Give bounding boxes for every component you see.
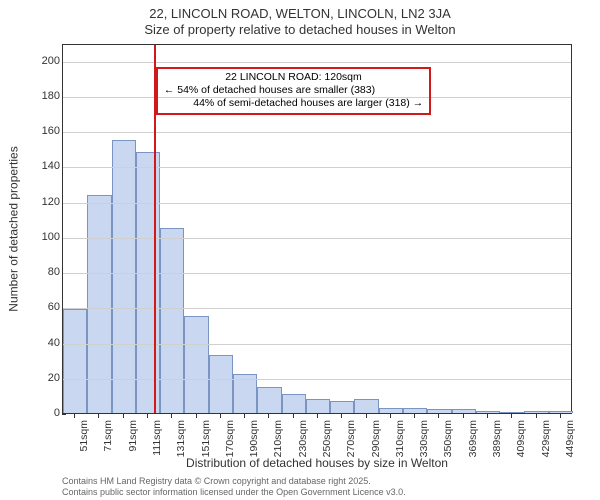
x-tick-mark: [487, 414, 488, 418]
x-tick-mark: [171, 414, 172, 418]
y-tick-label: 0: [30, 407, 60, 419]
x-tick-label: 51sqm: [78, 420, 90, 452]
y-tick-label: 80: [30, 266, 60, 278]
footer-line-2: Contains public sector information licen…: [62, 487, 406, 497]
x-tick-label: 389sqm: [491, 420, 503, 457]
gridline: [63, 344, 571, 345]
histogram-bar: [184, 316, 208, 413]
x-tick-mark: [98, 414, 99, 418]
histogram-bar: [63, 309, 87, 413]
y-tick-label: 200: [30, 55, 60, 67]
x-tick-label: 330sqm: [418, 420, 430, 457]
histogram-bar: [306, 399, 330, 413]
x-tick-label: 210sqm: [272, 420, 284, 457]
y-tick-label: 180: [30, 90, 60, 102]
histogram-bar: [452, 409, 476, 413]
annotation-line-2: ← 54% of detached houses are smaller (38…: [164, 84, 423, 97]
x-tick-mark: [268, 414, 269, 418]
y-axis-label: Number of detached properties: [6, 44, 22, 414]
plot-area: 22 LINCOLN ROAD: 120sqm← 54% of detached…: [62, 44, 572, 414]
x-tick-mark: [366, 414, 367, 418]
histogram-bar: [500, 412, 524, 413]
x-tick-mark: [123, 414, 124, 418]
x-tick-mark: [147, 414, 148, 418]
x-tick-mark: [390, 414, 391, 418]
x-tick-mark: [293, 414, 294, 418]
histogram-bar: [136, 152, 160, 413]
x-tick-mark: [414, 414, 415, 418]
x-tick-label: 230sqm: [297, 420, 309, 457]
x-tick-mark: [74, 414, 75, 418]
y-tick-label: 160: [30, 125, 60, 137]
gridline: [63, 167, 571, 168]
x-tick-label: 131sqm: [175, 420, 187, 457]
histogram-bar: [524, 411, 548, 413]
x-tick-mark: [536, 414, 537, 418]
x-tick-label: 290sqm: [370, 420, 382, 457]
x-tick-mark: [511, 414, 512, 418]
x-tick-mark: [244, 414, 245, 418]
x-tick-mark: [220, 414, 221, 418]
title-line-2: Size of property relative to detached ho…: [0, 22, 600, 38]
histogram-bar: [209, 355, 233, 413]
x-tick-label: 369sqm: [467, 420, 479, 457]
x-tick-mark: [317, 414, 318, 418]
x-tick-label: 91sqm: [127, 420, 139, 452]
histogram-bar: [233, 374, 257, 413]
gridline: [63, 203, 571, 204]
y-tick-label: 140: [30, 160, 60, 172]
annotation-box: 22 LINCOLN ROAD: 120sqm← 54% of detached…: [156, 67, 431, 114]
x-tick-label: 270sqm: [345, 420, 357, 457]
x-tick-label: 409sqm: [515, 420, 527, 457]
title-line-1: 22, LINCOLN ROAD, WELTON, LINCOLN, LN2 3…: [0, 6, 600, 22]
x-tick-mark: [463, 414, 464, 418]
y-tick-label: 40: [30, 337, 60, 349]
x-tick-mark: [438, 414, 439, 418]
histogram-bar: [160, 228, 184, 413]
gridline: [63, 308, 571, 309]
histogram-bar: [330, 401, 354, 413]
y-tick-label: 120: [30, 196, 60, 208]
histogram-bar: [282, 394, 306, 413]
x-tick-mark: [196, 414, 197, 418]
histogram-bar: [257, 387, 281, 413]
x-tick-mark: [560, 414, 561, 418]
annotation-line-1: 22 LINCOLN ROAD: 120sqm: [164, 71, 423, 84]
histogram-bar: [87, 195, 111, 413]
x-tick-label: 170sqm: [224, 420, 236, 457]
histogram-bar: [549, 411, 573, 413]
x-tick-label: 310sqm: [394, 420, 406, 457]
x-tick-label: 111sqm: [151, 420, 163, 456]
histogram-bar: [379, 408, 403, 413]
gridline: [63, 238, 571, 239]
footer-attribution: Contains HM Land Registry data © Crown c…: [62, 476, 406, 497]
y-tick-label: 20: [30, 372, 60, 384]
histogram-bar: [354, 399, 378, 413]
histogram-bar: [476, 411, 500, 413]
x-tick-label: 190sqm: [248, 420, 260, 457]
x-tick-label: 151sqm: [200, 420, 212, 457]
chart-container: 22, LINCOLN ROAD, WELTON, LINCOLN, LN2 3…: [0, 0, 600, 500]
x-tick-label: 429sqm: [540, 420, 552, 457]
x-tick-label: 449sqm: [564, 420, 576, 457]
x-tick-label: 350sqm: [442, 420, 454, 457]
y-tick-container: 020406080100120140160180200: [28, 44, 62, 414]
gridline: [63, 379, 571, 380]
annotation-line-3: 44% of semi-detached houses are larger (…: [164, 97, 423, 110]
gridline: [63, 132, 571, 133]
footer-line-1: Contains HM Land Registry data © Crown c…: [62, 476, 406, 486]
y-tick-label: 100: [30, 231, 60, 243]
histogram-bar: [427, 409, 451, 413]
x-tick-label: 71sqm: [102, 420, 114, 452]
x-tick-label: 250sqm: [321, 420, 333, 457]
y-tick-label: 60: [30, 301, 60, 313]
gridline: [63, 62, 571, 63]
histogram-bar: [112, 140, 136, 413]
x-axis-label: Distribution of detached houses by size …: [62, 456, 572, 470]
chart-title: 22, LINCOLN ROAD, WELTON, LINCOLN, LN2 3…: [0, 6, 600, 39]
x-tick-mark: [341, 414, 342, 418]
gridline: [63, 273, 571, 274]
histogram-bar: [403, 408, 427, 413]
